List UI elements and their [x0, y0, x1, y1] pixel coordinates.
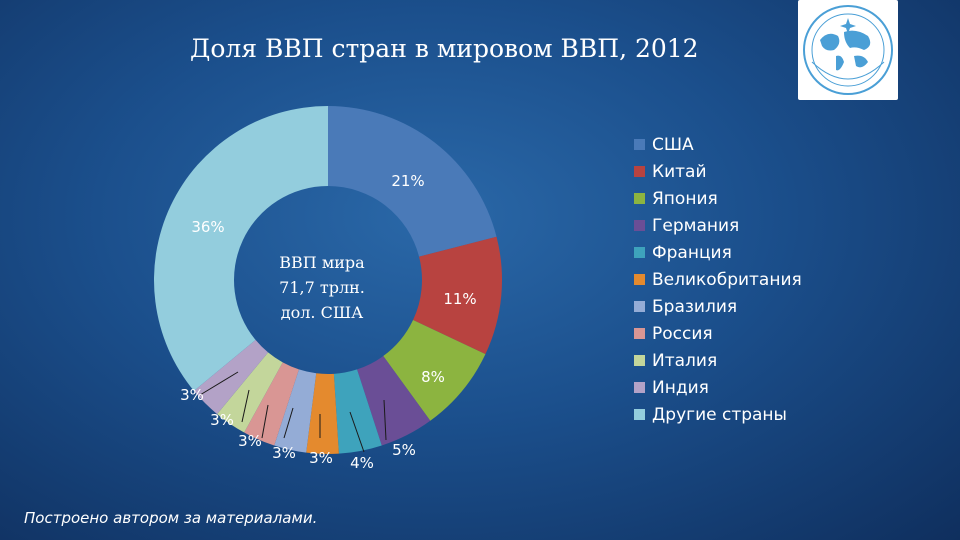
slice-6	[274, 369, 317, 453]
slice-0	[328, 106, 497, 257]
data-label-5: 3%	[309, 449, 333, 467]
slice-5	[306, 373, 339, 455]
legend-swatch	[634, 274, 645, 285]
legend-swatch	[634, 247, 645, 258]
legend-item: Франция	[634, 239, 802, 266]
slice-1	[413, 236, 502, 355]
center-line-1: ВВП мира	[279, 253, 365, 272]
legend-item: Великобритания	[634, 266, 802, 293]
leader-line-9	[199, 371, 239, 396]
slice-9	[193, 339, 269, 415]
source-note: Построено автором за материалами.	[24, 509, 318, 527]
legend-item: Другие страны	[634, 401, 802, 428]
world-map-emblem-icon	[803, 5, 893, 95]
legend-swatch	[634, 139, 645, 150]
legend-swatch	[634, 193, 645, 204]
legend-swatch	[634, 166, 645, 177]
data-label-8: 3%	[210, 411, 234, 429]
legend-swatch	[634, 328, 645, 339]
data-label-2: 8%	[421, 368, 445, 386]
slice-2	[383, 320, 486, 421]
legend-label: США	[652, 134, 694, 155]
legend-label: Германия	[652, 215, 740, 236]
leader-line-4	[349, 411, 365, 453]
legend-item: Индия	[634, 374, 802, 401]
legend-swatch	[634, 220, 645, 231]
legend-label: Франция	[652, 242, 732, 263]
leader-line-8	[241, 389, 250, 423]
legend-swatch	[634, 409, 645, 420]
legend-swatch	[634, 355, 645, 366]
legend-item: Япония	[634, 185, 802, 212]
slice-10	[154, 106, 328, 391]
donut-center-label: ВВП мира 71,7 трлн. дол. США	[252, 250, 392, 325]
slice-3	[357, 356, 431, 446]
logo	[798, 0, 898, 100]
data-label-4: 4%	[350, 454, 374, 472]
legend-item: Германия	[634, 212, 802, 239]
center-line-3: дол. США	[280, 303, 364, 322]
legend-swatch	[634, 382, 645, 393]
legend-label: Италия	[652, 350, 718, 371]
legend-label: Китай	[652, 161, 707, 182]
data-label-9: 3%	[180, 386, 204, 404]
legend-label: Япония	[652, 188, 718, 209]
data-label-6: 3%	[272, 444, 296, 462]
chart-title: Доля ВВП стран в мировом ВВП, 2012	[190, 34, 699, 63]
leader-line-7	[261, 404, 269, 439]
slice-7	[244, 362, 299, 446]
legend-label: Бразилия	[652, 296, 738, 317]
legend-item: США	[634, 131, 802, 158]
data-label-7: 3%	[238, 432, 262, 450]
data-label-0: 21%	[391, 172, 424, 190]
legend-item: Китай	[634, 158, 802, 185]
leader-line-3	[383, 399, 387, 441]
legend-item: Россия	[634, 320, 802, 347]
leader-line-6	[283, 407, 294, 439]
slice-8	[217, 352, 283, 433]
data-label-1: 11%	[443, 290, 476, 308]
legend-label: Другие страны	[652, 404, 787, 425]
legend-label: Россия	[652, 323, 713, 344]
chart-legend: США Китай Япония Германия Франция Великобрита…	[634, 131, 802, 428]
data-label-3: 5%	[392, 441, 416, 459]
slice-4	[333, 369, 382, 454]
legend-item: Италия	[634, 347, 802, 374]
legend-label: Индия	[652, 377, 709, 398]
legend-label: Великобритания	[652, 269, 802, 290]
legend-swatch	[634, 301, 645, 312]
center-line-2: 71,7 трлн.	[279, 278, 365, 297]
legend-item: Бразилия	[634, 293, 802, 320]
data-label-10: 36%	[191, 218, 224, 236]
